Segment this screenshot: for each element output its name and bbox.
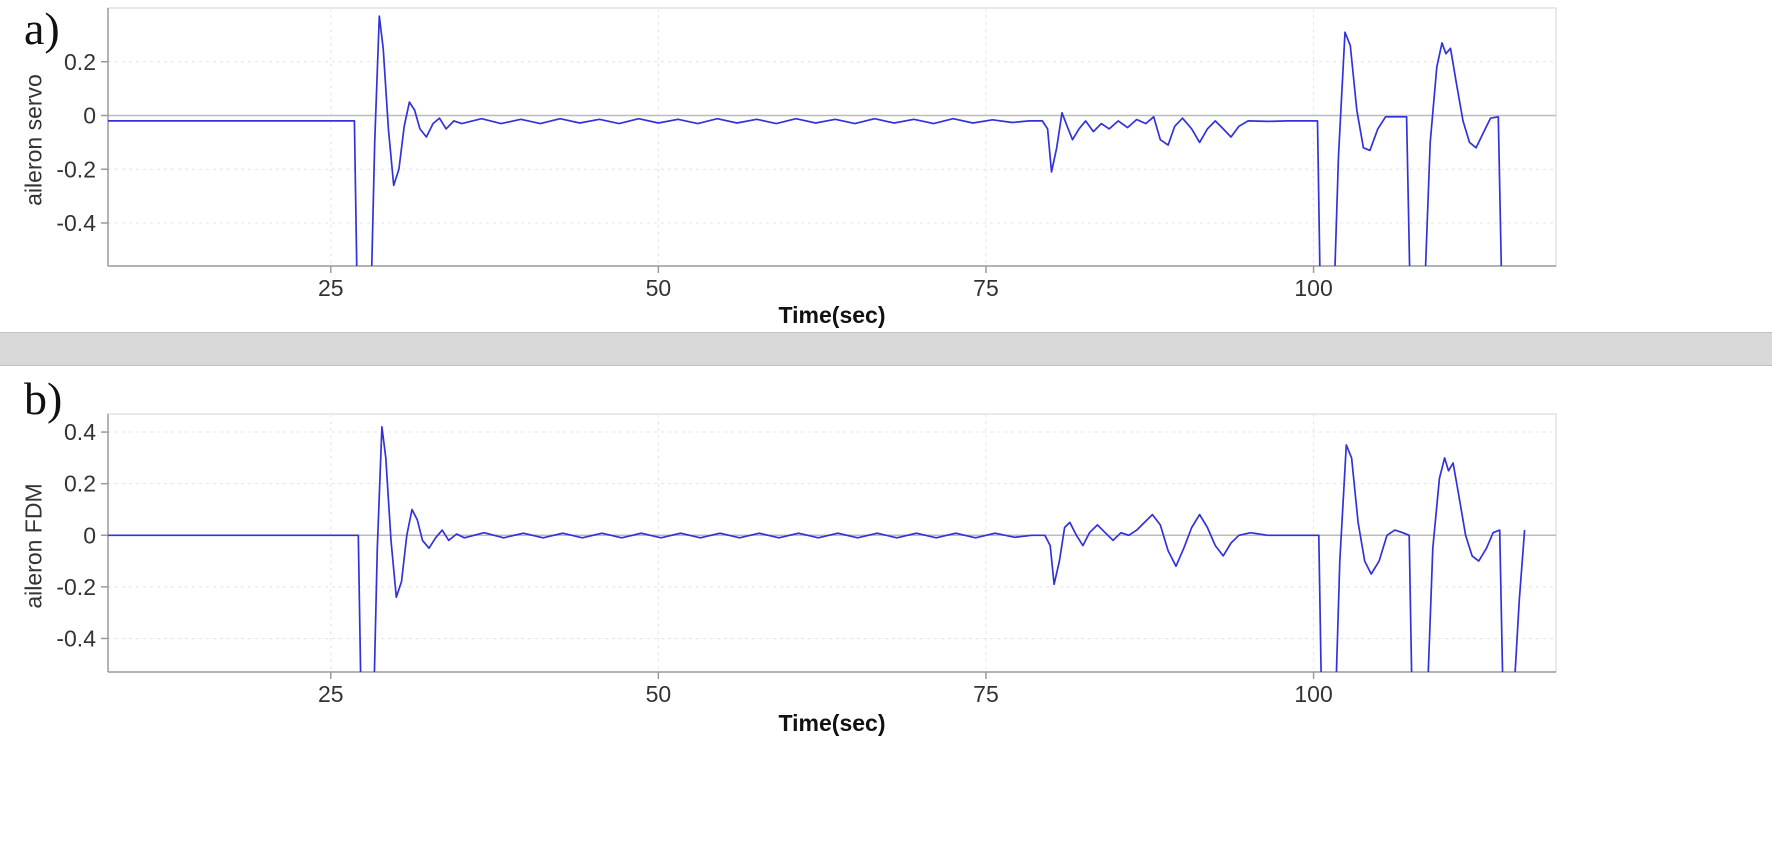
panel-b-corner-label: b) — [24, 373, 63, 424]
panel-a-corner-label: a) — [24, 3, 60, 54]
chart-panel-a: a) aileron servo 25 50 75 100 0.2 0 -0.2 -0.4 T… — [0, 0, 1772, 332]
aileron-servo-line-chart: 25 50 75 100 0.2 0 -0.2 -0.4 — [56, 7, 1557, 300]
svg-text:0: 0 — [83, 103, 96, 129]
svg-text:25: 25 — [318, 275, 344, 300]
panel-b-x-axis-title: Time(sec) — [778, 710, 886, 736]
svg-text:0: 0 — [83, 522, 96, 548]
aileron-fdm-line-chart: 25 50 75 100 0.4 0.2 0 -0.2 -0.4 — [56, 413, 1557, 706]
svg-text:50: 50 — [646, 681, 672, 706]
panel-a-x-axis-title: Time(sec) — [778, 302, 886, 328]
svg-text:100: 100 — [1294, 681, 1332, 706]
svg-text:-0.4: -0.4 — [56, 625, 96, 651]
svg-text:75: 75 — [973, 681, 999, 706]
svg-text:0.2: 0.2 — [64, 49, 96, 75]
panel-divider — [0, 332, 1772, 366]
svg-text:-0.2: -0.2 — [56, 574, 96, 600]
svg-text:50: 50 — [646, 275, 672, 300]
svg-text:25: 25 — [318, 681, 344, 706]
svg-text:0.4: 0.4 — [64, 419, 96, 445]
svg-text:0.2: 0.2 — [64, 471, 96, 497]
svg-text:75: 75 — [973, 275, 999, 300]
svg-text:-0.2: -0.2 — [56, 156, 96, 182]
chart-panel-b: b) aileron FDM 25 50 75 100 0.4 0.2 0 -0.2 -0.4 … — [0, 366, 1772, 841]
svg-text:-0.4: -0.4 — [56, 210, 96, 236]
svg-text:100: 100 — [1294, 275, 1332, 300]
